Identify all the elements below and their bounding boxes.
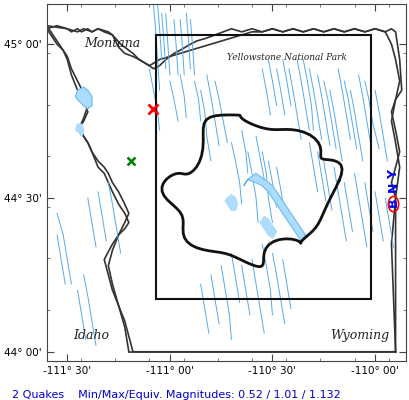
Polygon shape (75, 124, 83, 136)
Text: B: B (386, 198, 399, 207)
Text: Yellowstone National Park: Yellowstone National Park (227, 52, 346, 62)
Text: Montana: Montana (83, 37, 139, 50)
Polygon shape (243, 173, 305, 241)
Text: Wyoming: Wyoming (329, 330, 388, 342)
Text: Idaho: Idaho (73, 330, 109, 342)
Text: N: N (386, 182, 399, 192)
Polygon shape (260, 216, 276, 238)
Bar (155, 35, 370, 300)
Text: Y: Y (386, 170, 399, 180)
Polygon shape (75, 87, 92, 109)
Polygon shape (225, 195, 237, 210)
Text: 2 Quakes    Min/Max/Equiv. Magnitudes: 0.52 / 1.01 / 1.132: 2 Quakes Min/Max/Equiv. Magnitudes: 0.52… (12, 390, 340, 400)
